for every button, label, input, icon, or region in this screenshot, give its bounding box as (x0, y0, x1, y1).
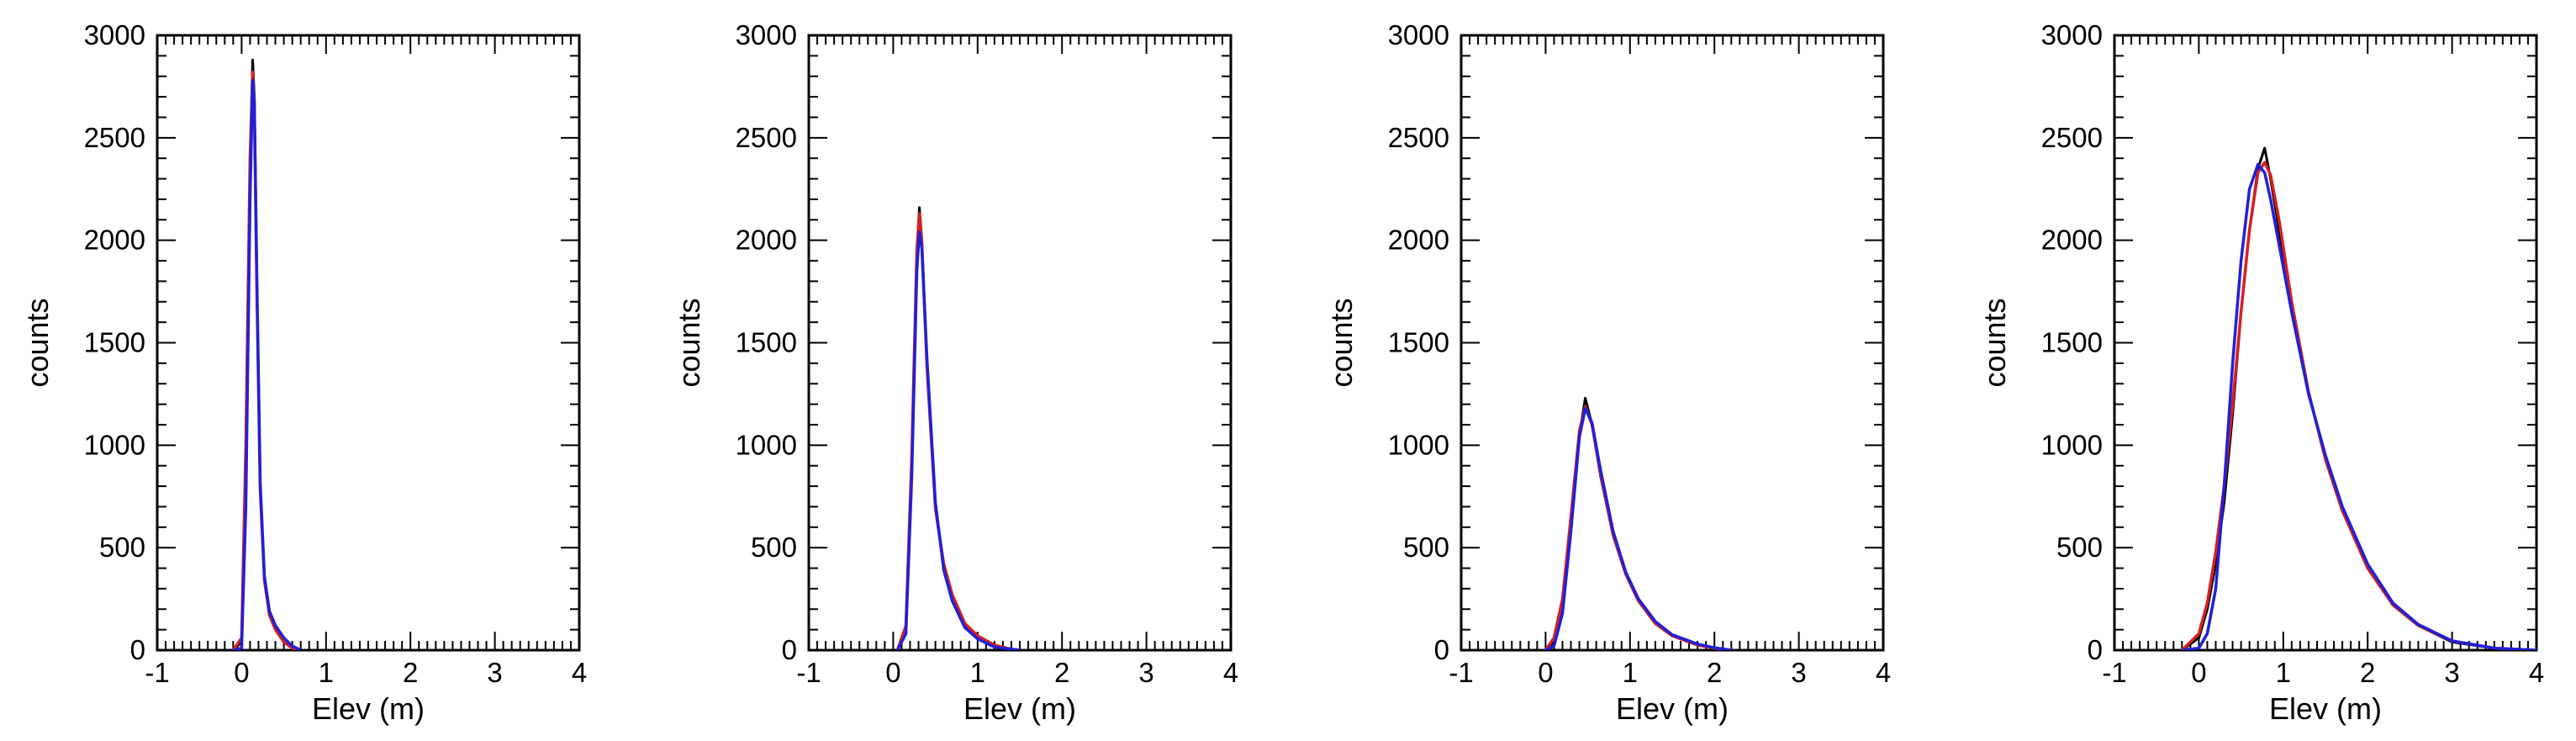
x-tick-label: 1 (1623, 657, 1638, 688)
x-tick-label: -1 (145, 657, 169, 688)
x-tick-label: 2 (2360, 657, 2375, 688)
x-tick-label: 1 (319, 657, 334, 688)
x-tick-label: 4 (2529, 657, 2544, 688)
y-tick-label: 2000 (736, 225, 797, 256)
y-tick-label: 2500 (2041, 122, 2103, 153)
y-tick-label: 500 (1403, 532, 1449, 563)
series-line-fit-blue (1544, 406, 1732, 650)
x-tick-label: -1 (1449, 657, 1473, 688)
series-line-fit-blue (232, 78, 302, 650)
y-axis-label: counts (672, 298, 706, 387)
x-tick-label: -1 (2102, 657, 2126, 688)
y-tick-label: 1500 (1388, 327, 1449, 358)
x-tick-label: 3 (2444, 657, 2459, 688)
y-tick-label: 1000 (84, 429, 145, 460)
y-tick-label: 1500 (84, 327, 145, 358)
y-tick-label: 1500 (2041, 327, 2103, 358)
x-tick-label: -1 (796, 657, 821, 688)
x-tick-label: 3 (1138, 657, 1153, 688)
y-tick-label: 500 (751, 532, 797, 563)
y-tick-label: 2000 (2041, 225, 2103, 256)
y-tick-label: 1000 (1388, 429, 1449, 460)
y-axis-label: counts (1977, 298, 2012, 387)
x-tick-label: 1 (970, 657, 985, 688)
series-line-fit-blue (2182, 162, 2536, 650)
x-axis-label: Elev (m) (1616, 691, 1729, 726)
y-tick-label: 0 (2088, 634, 2103, 665)
x-tick-label: 2 (1054, 657, 1069, 688)
x-tick-label: 1 (2276, 657, 2291, 688)
y-tick-label: 1000 (2041, 429, 2103, 460)
x-tick-label: 0 (234, 657, 249, 688)
y-tick-label: 0 (1434, 634, 1449, 665)
y-tick-label: 0 (782, 634, 797, 665)
x-tick-label: 4 (1876, 657, 1891, 688)
y-axis-label: counts (1324, 298, 1359, 387)
x-tick-label: 3 (487, 657, 502, 688)
x-axis-label: Elev (m) (2269, 691, 2382, 726)
x-tick-label: 0 (885, 657, 900, 688)
y-tick-label: 2000 (1388, 225, 1449, 256)
x-tick-label: 0 (2191, 657, 2206, 688)
y-tick-label: 3000 (2041, 19, 2103, 50)
y-tick-label: 0 (130, 634, 145, 665)
x-axis-label: Elev (m) (963, 691, 1076, 726)
y-tick-label: 3000 (736, 19, 797, 50)
x-tick-label: 2 (403, 657, 418, 688)
series-line-histogram (1544, 396, 1732, 650)
x-tick-label: 4 (1223, 657, 1238, 688)
y-tick-label: 2500 (84, 122, 145, 153)
y-tick-label: 500 (99, 532, 145, 563)
y-tick-label: 3000 (84, 19, 145, 50)
series-line-fit-blue (895, 230, 1021, 650)
y-tick-label: 2000 (84, 225, 145, 256)
y-tick-label: 3000 (1388, 19, 1449, 50)
plot-frame (1460, 34, 1885, 652)
y-tick-label: 1000 (736, 429, 797, 460)
series-line-fit-red (1544, 405, 1732, 650)
x-tick-label: 4 (572, 657, 587, 688)
x-tick-label: 0 (1538, 657, 1553, 688)
x-tick-label: 3 (1791, 657, 1806, 688)
y-axis-label: counts (20, 298, 55, 387)
plot-frame (156, 34, 581, 652)
series-line-histogram (2181, 146, 2536, 650)
plot-frame (2113, 34, 2538, 652)
y-tick-label: 2500 (736, 122, 797, 153)
x-tick-label: 2 (1707, 657, 1722, 688)
y-tick-label: 500 (2056, 532, 2103, 563)
y-tick-label: 2500 (1388, 122, 1449, 153)
x-axis-label: Elev (m) (312, 691, 425, 726)
y-tick-label: 1500 (736, 327, 797, 358)
series-line-fit-red (2181, 161, 2536, 650)
plot-frame (807, 34, 1233, 652)
